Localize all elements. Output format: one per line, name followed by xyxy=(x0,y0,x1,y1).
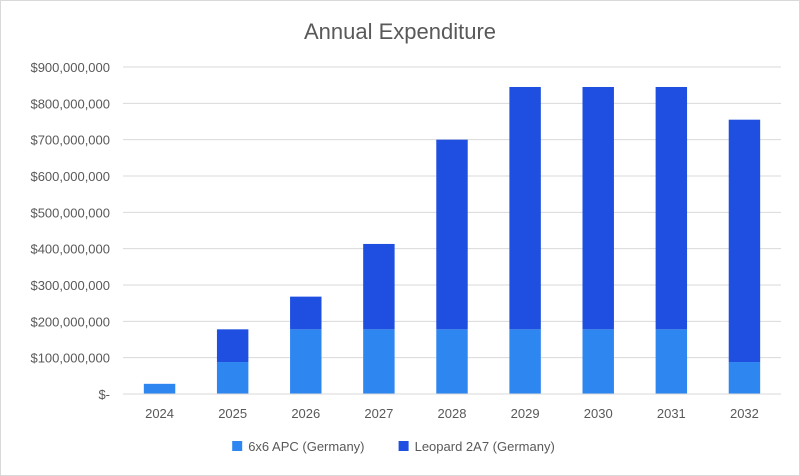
bar-apc-2031 xyxy=(655,329,688,394)
bars xyxy=(143,86,761,394)
x-tick-label: 2027 xyxy=(364,406,393,421)
y-tick-label: $900,000,000 xyxy=(30,60,110,75)
x-tick-label: 2024 xyxy=(145,406,174,421)
chart-title: Annual Expenditure xyxy=(304,19,496,44)
y-tick-label: $100,000,000 xyxy=(30,351,110,366)
bar-leopard-2028 xyxy=(436,139,468,330)
x-tick-label: 2026 xyxy=(291,406,320,421)
bar-apc-2032 xyxy=(728,362,761,394)
x-tick-label: 2031 xyxy=(657,406,686,421)
y-tick-label: $300,000,000 xyxy=(30,278,110,293)
bar-leopard-2032 xyxy=(728,119,761,363)
x-axis-ticks: 2024 2025 2026 2027 2028 2029 2030 2031 2032 xyxy=(145,406,759,421)
bar-apc-2029 xyxy=(509,329,541,394)
x-tick-label: 2032 xyxy=(730,406,759,421)
x-tick-label: 2028 xyxy=(438,406,467,421)
y-tick-label: $700,000,000 xyxy=(30,133,110,148)
y-tick-label: $- xyxy=(98,387,110,402)
y-tick-label: $500,000,000 xyxy=(30,205,110,220)
bar-apc-2025 xyxy=(216,362,249,394)
bar-leopard-2029 xyxy=(509,86,541,330)
bar-apc-2027 xyxy=(363,329,395,394)
legend-swatch xyxy=(398,441,409,451)
y-tick-label: $800,000,000 xyxy=(30,96,110,111)
bar-leopard-2030 xyxy=(582,86,614,330)
bar-apc-2026 xyxy=(290,329,322,394)
bar-apc-2024 xyxy=(143,383,176,394)
y-axis-ticks: $- $100,000,000 $200,000,000 $300,000,000 $4… xyxy=(30,60,110,402)
bar-leopard-2025 xyxy=(216,329,249,363)
bar-apc-2028 xyxy=(436,329,468,394)
legend-label: Leopard 2A7 (Germany) xyxy=(415,439,555,454)
x-tick-label: 2030 xyxy=(584,406,613,421)
y-tick-label: $400,000,000 xyxy=(30,242,110,257)
legend-swatch xyxy=(232,441,243,451)
bar-apc-2030 xyxy=(582,329,614,394)
y-tick-label: $600,000,000 xyxy=(30,169,110,184)
bar-leopard-2027 xyxy=(363,243,395,330)
legend-label: 6x6 APC (Germany) xyxy=(248,439,364,454)
x-tick-label: 2025 xyxy=(218,406,247,421)
bar-leopard-2026 xyxy=(290,296,322,330)
y-tick-label: $200,000,000 xyxy=(30,314,110,329)
bar-leopard-2031 xyxy=(655,86,688,330)
x-tick-label: 2029 xyxy=(511,406,540,421)
legend: 6x6 APC (Germany) Leopard 2A7 (Germany) xyxy=(232,439,555,454)
